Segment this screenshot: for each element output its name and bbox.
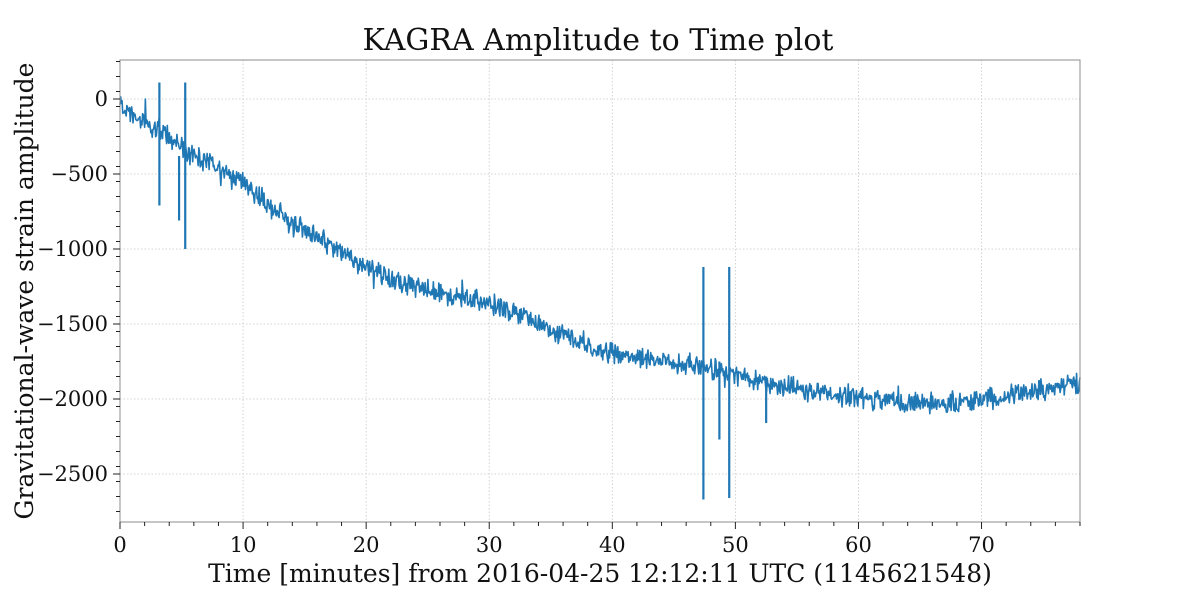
x-tick-label: 30	[476, 533, 503, 557]
x-tick-label: 40	[599, 533, 626, 557]
y-tick-label: 0	[95, 87, 108, 111]
y-tick-label: −1500	[37, 312, 108, 336]
x-axis: 0 10 20 30 40 50 60 70	[113, 522, 1081, 557]
x-axis-label: Time [minutes] from 2016-04-25 12:12:11 …	[208, 559, 992, 588]
x-tick-label: 50	[722, 533, 749, 557]
y-tick-label: −1000	[37, 237, 108, 261]
signal-line	[119, 96, 1081, 415]
y-axis-label: Gravitational-wave strain amplitude	[10, 63, 39, 520]
x-tick-label: 70	[968, 533, 995, 557]
chart-title: KAGRA Amplitude to Time plot	[363, 23, 834, 58]
y-axis: 0 −500 −1000 −1500 −2000 −2500	[37, 61, 120, 512]
x-tick-label: 60	[845, 533, 872, 557]
plot-frame	[119, 59, 1081, 523]
y-tick-label: −500	[50, 162, 108, 186]
y-tick-label: −2000	[37, 387, 108, 411]
grid	[120, 60, 1080, 522]
x-tick-label: 10	[230, 533, 257, 557]
x-tick-label: 20	[353, 533, 380, 557]
y-tick-label: −2500	[37, 462, 108, 486]
x-tick-label: 0	[113, 533, 126, 557]
signal-series	[119, 82, 1081, 500]
